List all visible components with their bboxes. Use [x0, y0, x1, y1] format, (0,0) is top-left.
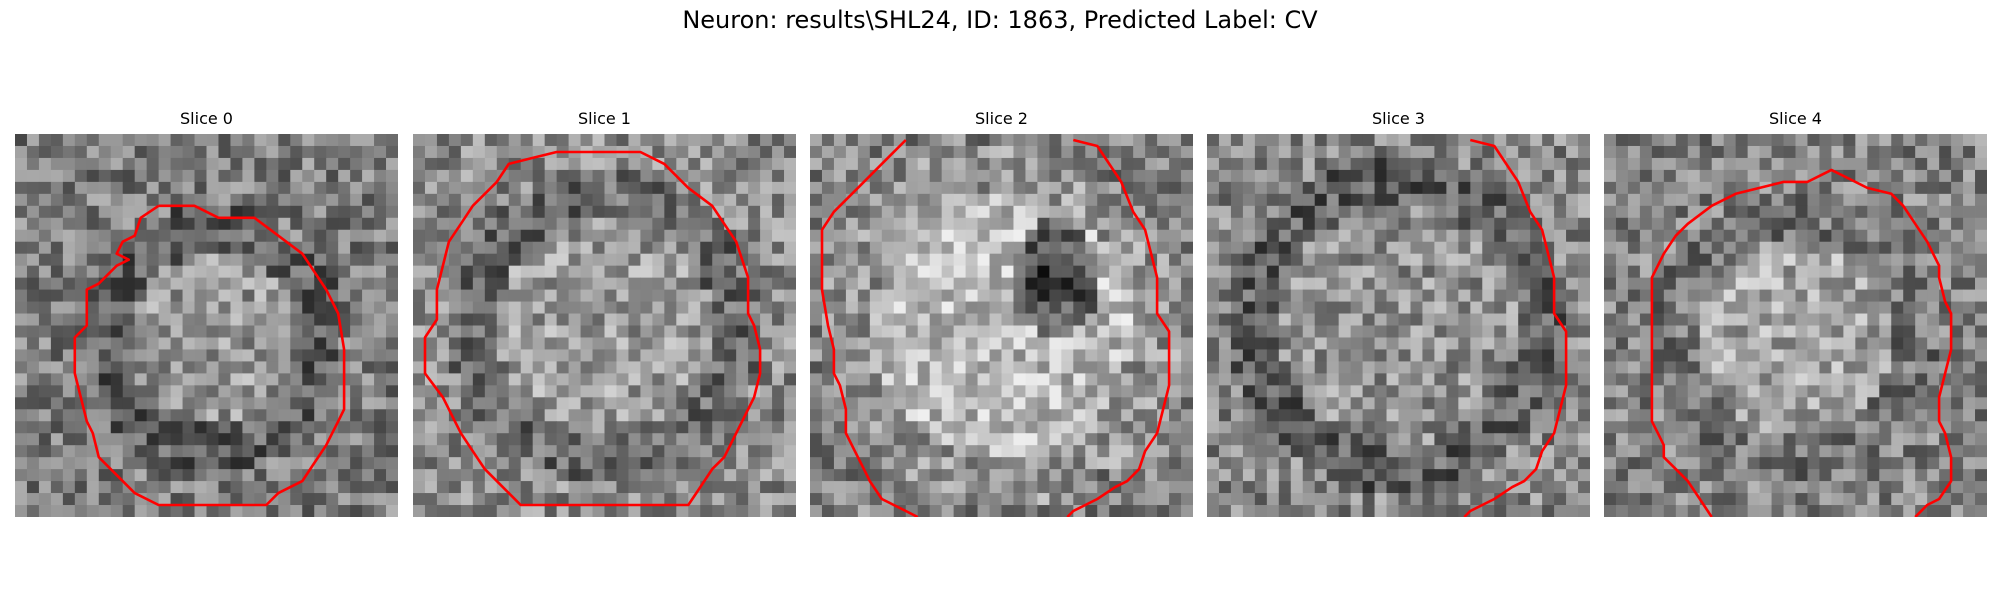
roi-contour	[1463, 138, 1568, 517]
slice-title: Slice 2	[975, 109, 1028, 128]
roi-contour	[73, 204, 346, 507]
slice-title: Slice 3	[1372, 109, 1425, 128]
slice-panel-1: Slice 1	[413, 108, 796, 517]
slice-title: Slice 1	[578, 109, 631, 128]
slice-title: Slice 0	[180, 109, 233, 128]
slice-image-0	[15, 134, 398, 517]
roi-contour	[1650, 168, 1953, 517]
slice-image-2	[810, 134, 1193, 517]
slice-panel-4: Slice 4	[1604, 108, 1987, 517]
slice-image-4	[1604, 134, 1987, 517]
slice-panel-0: Slice 0	[15, 108, 398, 517]
slice-title: Slice 4	[1769, 109, 1822, 128]
roi-contour	[820, 139, 919, 517]
roi-contour	[1066, 138, 1171, 517]
slice-panel-3: Slice 3	[1207, 108, 1590, 517]
figure-title: Neuron: results\SHL24, ID: 1863, Predict…	[682, 6, 1318, 34]
slice-image-3	[1207, 134, 1590, 517]
slice-panel-2: Slice 2	[810, 108, 1193, 517]
roi-contour	[423, 150, 762, 507]
slice-image-1	[413, 134, 796, 517]
